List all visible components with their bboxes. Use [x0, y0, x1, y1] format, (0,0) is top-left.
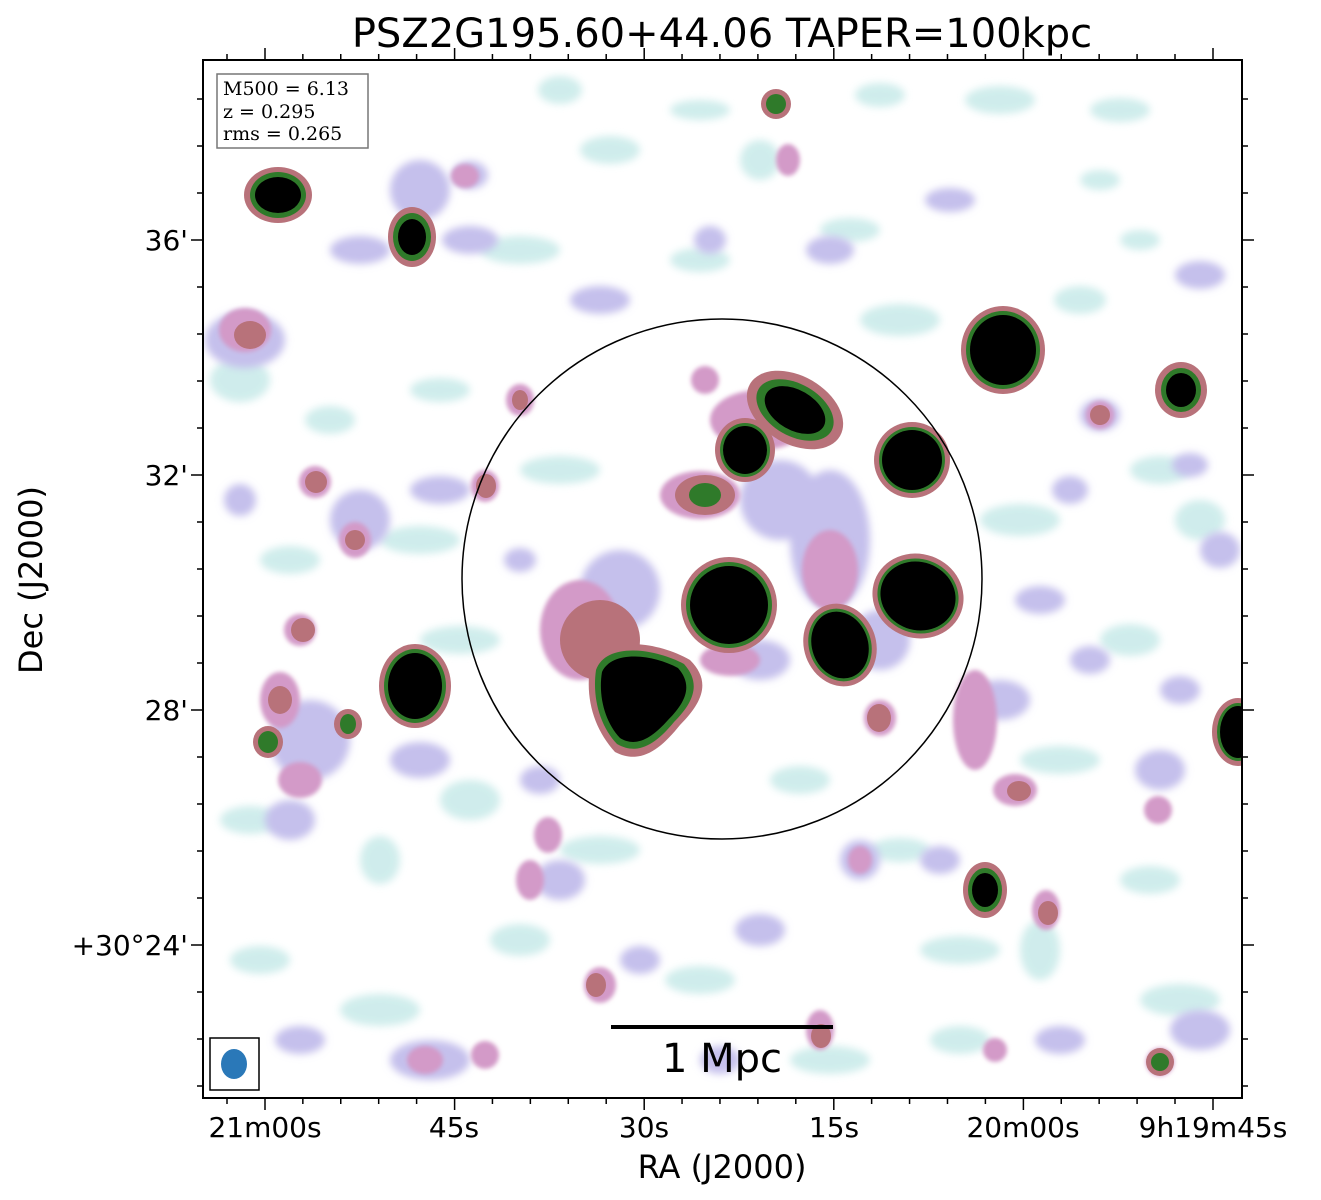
x-tick-label: 30s — [619, 1111, 669, 1144]
source-center-b — [715, 418, 775, 482]
y-tick-labels: 36' 32' 28' +30°24' — [72, 224, 188, 962]
source-w — [379, 644, 451, 728]
radio-emission-map — [205, 76, 1242, 1080]
info-redshift: z = 0.295 — [223, 101, 315, 123]
x-tick-labels: 21m00s 45s 30s 15s 20m00s 9h19m45s — [208, 1111, 1287, 1144]
source-se — [963, 862, 1007, 918]
x-tick-label: 20m00s — [966, 1111, 1079, 1144]
x-tick-label: 9h19m45s — [1139, 1111, 1288, 1144]
source-center-g — [588, 644, 703, 757]
diffuse-layer — [205, 160, 1240, 1080]
x-axis-label: RA (J2000) — [638, 1148, 807, 1186]
compact-sources — [244, 167, 1242, 918]
source-center-f — [803, 603, 877, 687]
beam-indicator — [209, 1037, 260, 1091]
source-e — [1155, 362, 1207, 418]
scale-bar: 1 Mpc — [611, 1025, 833, 1082]
beam-ellipse — [221, 1049, 247, 1079]
y-axis-label: Dec (J2000) — [12, 486, 50, 674]
info-box: M500 = 6.13 z = 0.295 rms = 0.265 — [216, 73, 369, 149]
source-ne — [961, 306, 1045, 394]
source-center-c — [874, 422, 950, 498]
scale-bar-label: 1 Mpc — [662, 1036, 782, 1082]
source-n — [388, 207, 436, 267]
x-tick-label: 21m00s — [208, 1111, 321, 1144]
noise-layer — [210, 76, 1225, 1074]
x-tick-label: 15s — [809, 1111, 859, 1144]
source-center-d — [681, 557, 777, 653]
y-tick-label: 36' — [145, 224, 188, 257]
info-m500: M500 = 6.13 — [223, 78, 349, 100]
source-center-e — [872, 553, 964, 639]
y-tick-label: 32' — [145, 459, 188, 492]
r500-circle — [461, 318, 983, 840]
figure-title: PSZ2G195.60+44.06 TAPER=100kpc — [352, 11, 1092, 57]
source-edge-e — [1212, 698, 1242, 766]
y-tick-label: 28' — [145, 694, 188, 727]
peak-layer — [258, 94, 1169, 1071]
source-center-a — [746, 370, 844, 450]
y-tick-label: +30°24' — [72, 929, 188, 962]
info-rms: rms = 0.265 — [223, 123, 342, 145]
x-tick-label: 45s — [429, 1111, 479, 1144]
axis-ticks — [191, 48, 1254, 1110]
source-nw — [244, 167, 312, 223]
plot-frame — [202, 59, 1243, 1099]
